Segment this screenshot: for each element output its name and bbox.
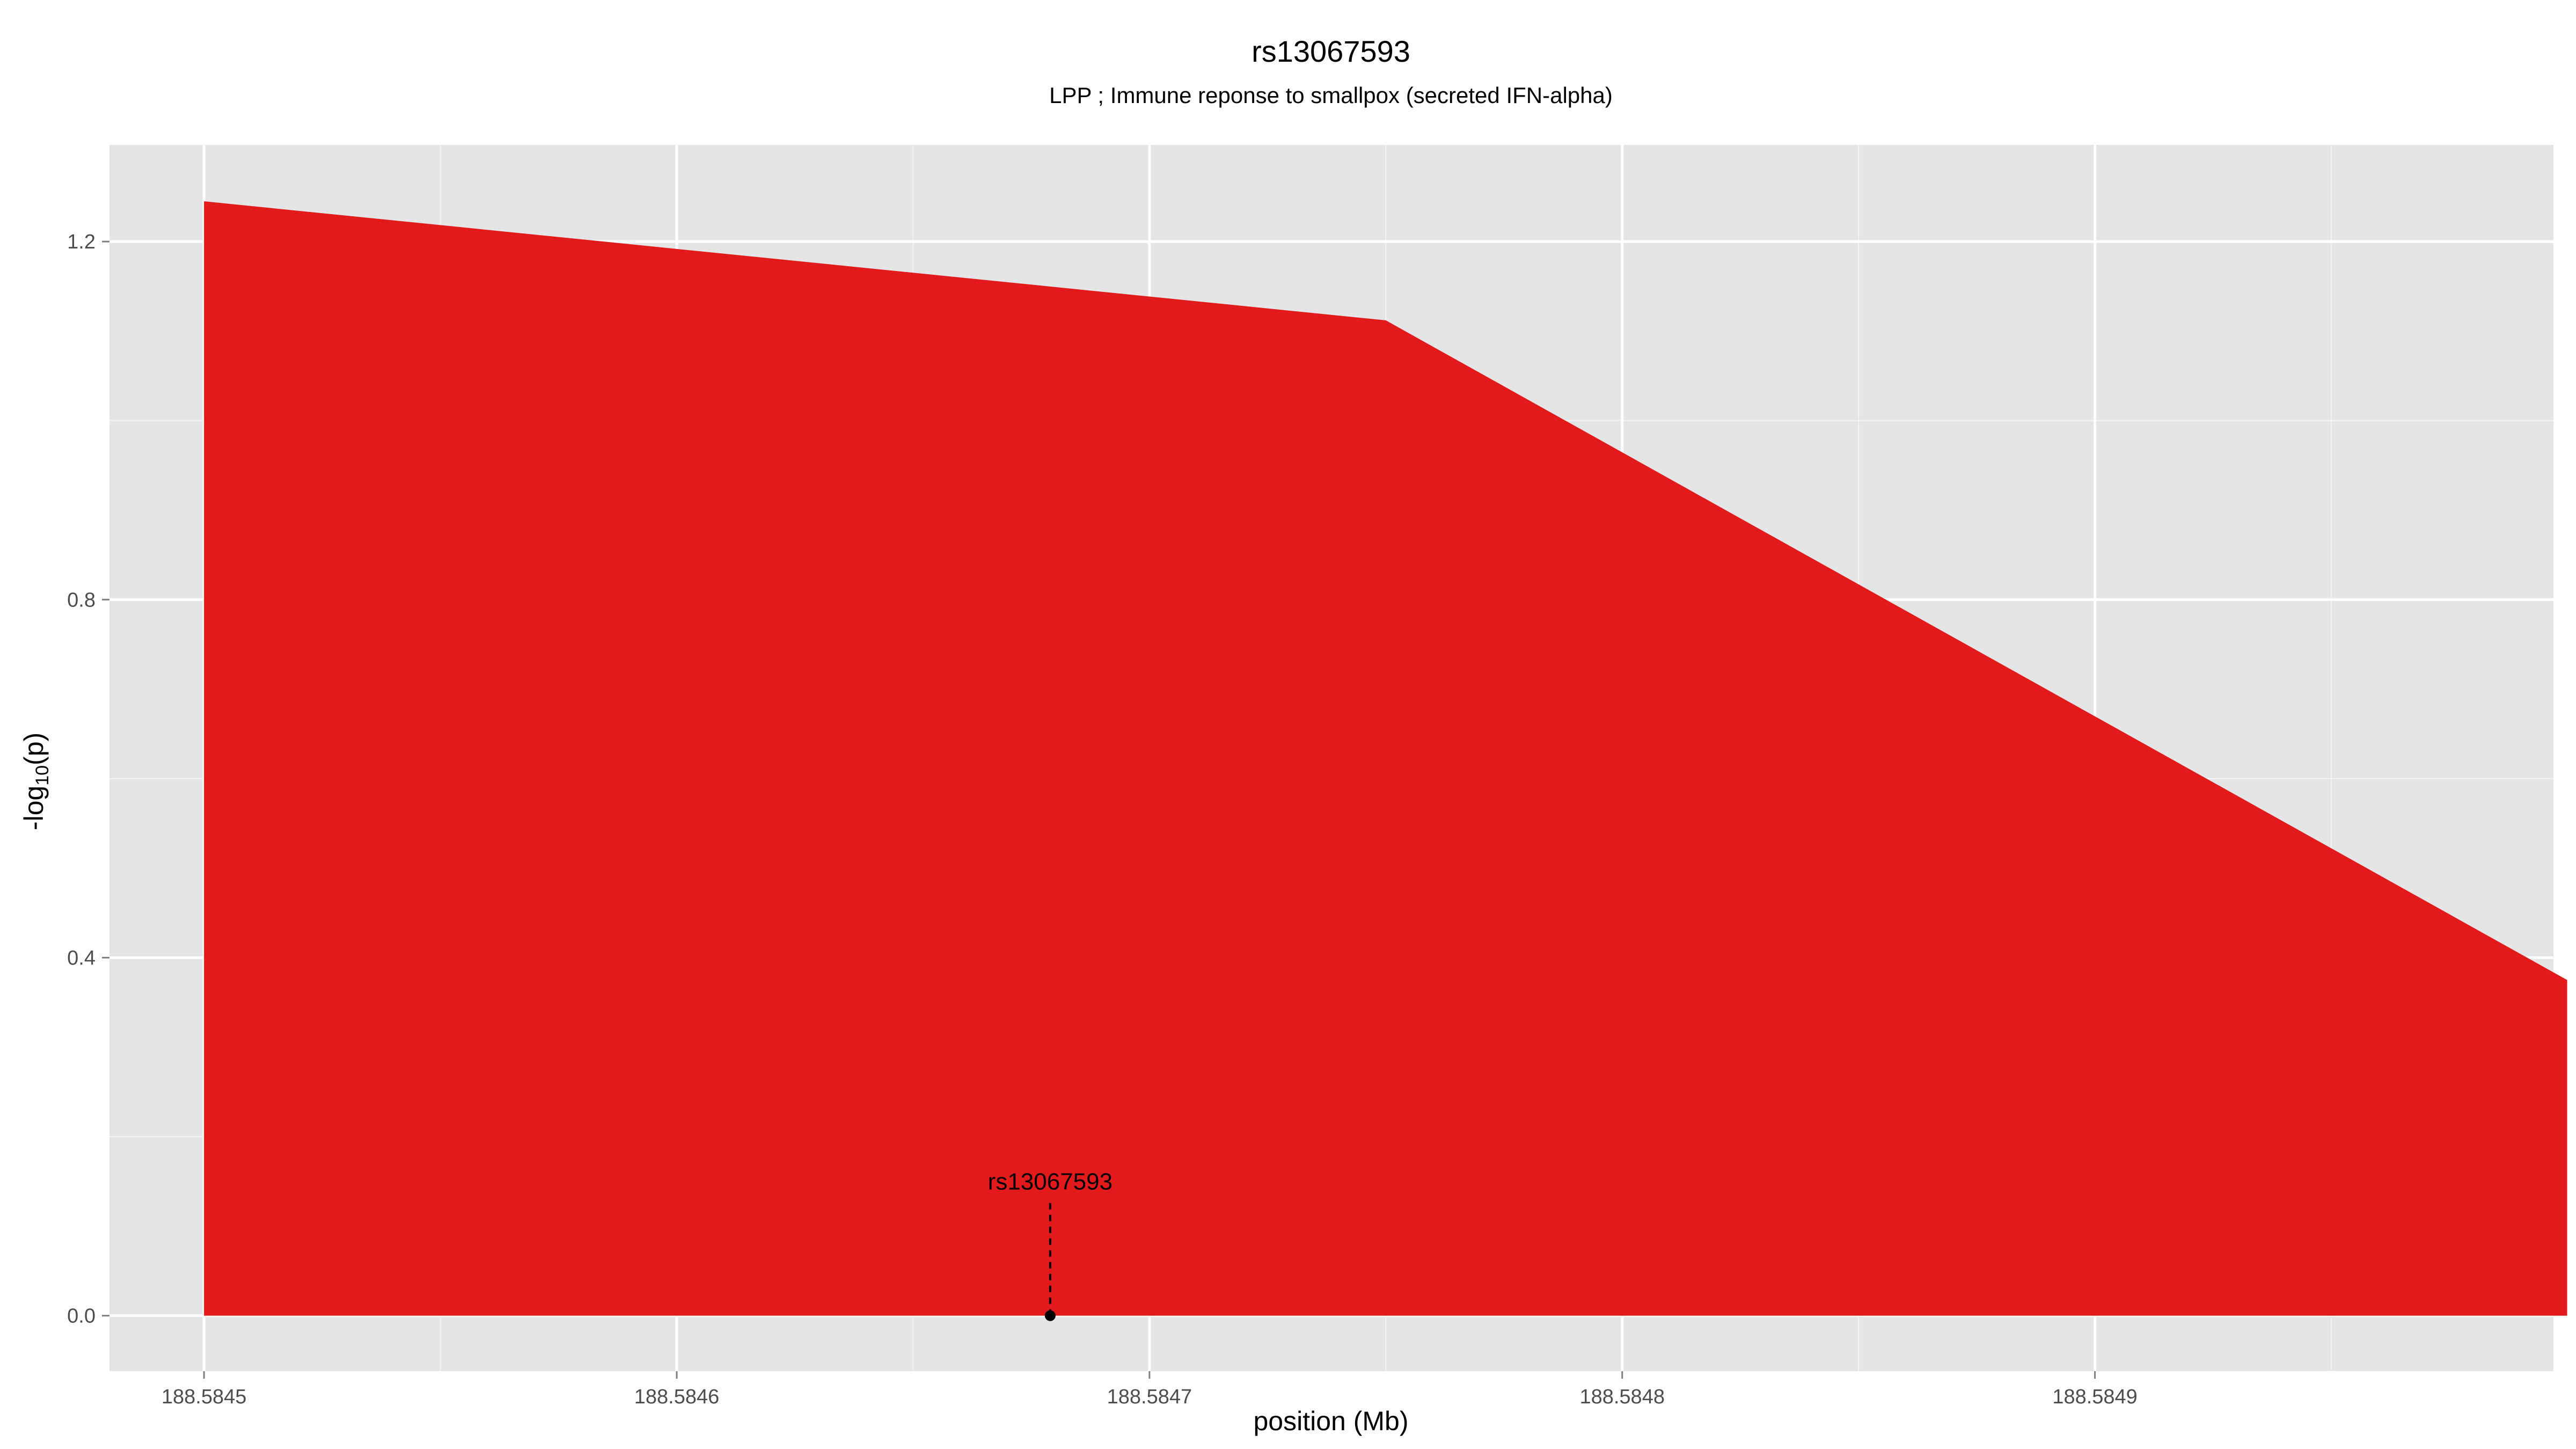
- chart-subtitle: LPP ; Immune reponse to smallpox (secret…: [1049, 83, 1613, 108]
- y-axis-title-tail: (p): [19, 733, 49, 765]
- x-tick-label: 188.5847: [1107, 1386, 1192, 1408]
- y-tick-label: 1.2: [67, 231, 96, 253]
- x-axis-title: position (Mb): [1254, 1406, 1409, 1436]
- x-tick-label: 188.5846: [634, 1386, 720, 1408]
- annotation-label: rs13067593: [988, 1169, 1113, 1195]
- y-axis: 0.0 0.4 0.8 1.2: [67, 231, 109, 1328]
- annotation-point: [1044, 1310, 1056, 1321]
- area-series: [204, 201, 2567, 1316]
- y-axis-title: -log10(p): [19, 733, 53, 830]
- y-tick-label: 0.0: [67, 1305, 96, 1328]
- x-tick-label: 188.5848: [1579, 1386, 1665, 1408]
- y-axis-title-main: -log: [19, 786, 49, 830]
- x-axis: 188.5845 188.5846 188.5847 188.5848 188.5849: [162, 1371, 2138, 1408]
- chart-title: rs13067593: [1252, 34, 1410, 68]
- y-axis-title-subscript: 10: [32, 765, 53, 786]
- x-tick-label: 188.5849: [2052, 1386, 2138, 1408]
- data-marks: [204, 201, 2567, 1316]
- y-tick-label: 0.4: [67, 947, 96, 969]
- annotations: rs13067593: [988, 1169, 1113, 1321]
- x-tick-label: 188.5845: [162, 1386, 247, 1408]
- y-tick-label: 0.8: [67, 589, 96, 611]
